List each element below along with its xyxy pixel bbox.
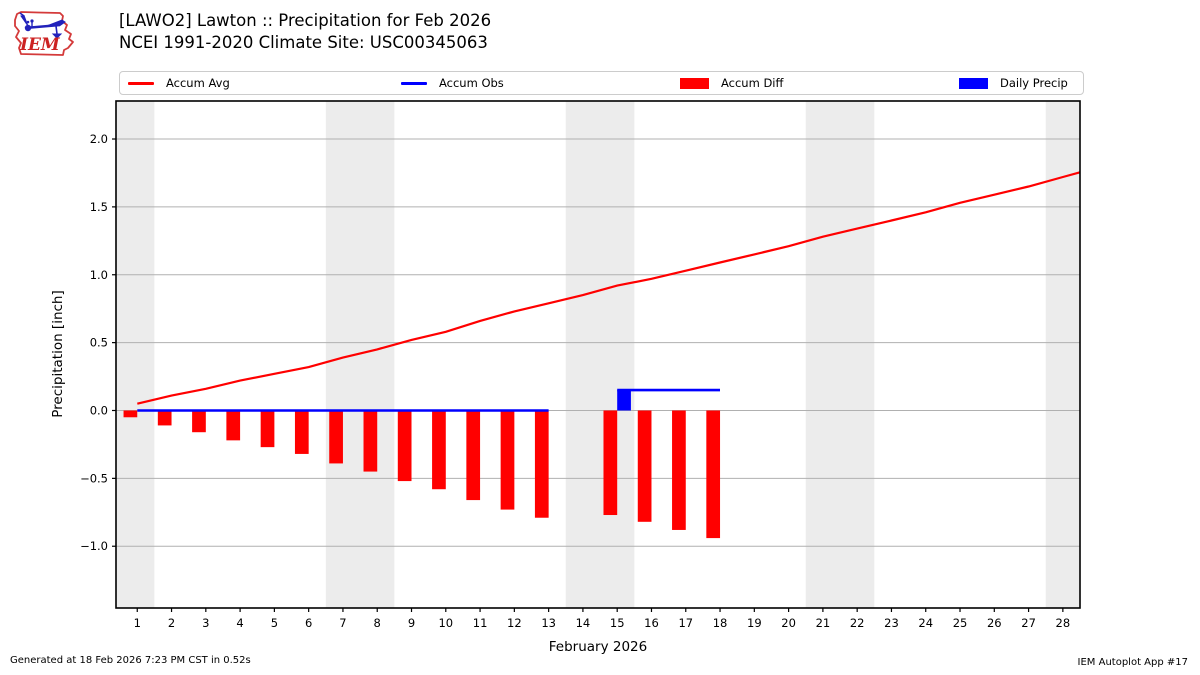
iem-logo: IEM (14, 11, 74, 56)
svg-text:21: 21 (816, 616, 831, 630)
chart-title-line1: [LAWO2] Lawton :: Precipitation for Feb … (119, 11, 492, 30)
gridlines-layer (116, 138, 1080, 547)
svg-text:8: 8 (374, 616, 381, 630)
svg-text:2.0: 2.0 (90, 132, 108, 146)
svg-text:15: 15 (610, 616, 625, 630)
svg-text:17: 17 (678, 616, 693, 630)
legend-entry-accum-avg: Accum Avg (128, 72, 230, 94)
svg-text:12: 12 (507, 616, 522, 630)
svg-text:25: 25 (953, 616, 968, 630)
svg-text:9: 9 (408, 616, 415, 630)
weekend-shading-layer (116, 101, 1080, 608)
daily-precip-rect-swatch (959, 77, 988, 89)
legend: Accum Avg Accum Obs Accum Diff Daily Pre… (119, 71, 1084, 95)
svg-text:1: 1 (134, 616, 141, 630)
svg-text:0.0: 0.0 (90, 403, 108, 417)
lines-layer (137, 171, 1081, 412)
svg-text:10: 10 (438, 616, 453, 630)
svg-text:11: 11 (473, 616, 488, 630)
svg-text:14: 14 (576, 616, 591, 630)
accum-avg-line-swatch (128, 81, 154, 85)
svg-text:26: 26 (987, 616, 1002, 630)
svg-text:5: 5 (271, 616, 278, 630)
svg-text:19: 19 (747, 616, 762, 630)
svg-text:27: 27 (1021, 616, 1036, 630)
svg-text:−1.0: −1.0 (80, 539, 108, 553)
svg-text:−0.5: −0.5 (80, 471, 108, 485)
bars-layer (123, 390, 721, 539)
legend-entry-accum-diff: Accum Diff (680, 72, 783, 94)
chart-title-block: [LAWO2] Lawton :: Precipitation for Feb … (119, 10, 491, 54)
axes-frame-layer (112, 100, 1081, 612)
chart-title-line2: NCEI 1991-2020 Climate Site: USC00345063 (119, 33, 488, 52)
svg-text:6: 6 (305, 616, 312, 630)
svg-text:18: 18 (713, 616, 728, 630)
wind-vane-icon (19, 12, 66, 39)
svg-text:24: 24 (918, 616, 933, 630)
svg-text:0.5: 0.5 (90, 336, 108, 350)
legend-label-daily-precip: Daily Precip (1000, 76, 1068, 90)
app-credit: IEM Autoplot App #17 (1077, 657, 1188, 668)
svg-text:1.0: 1.0 (90, 268, 108, 282)
svg-text:22: 22 (850, 616, 865, 630)
svg-text:13: 13 (541, 616, 556, 630)
svg-text:20: 20 (781, 616, 796, 630)
svg-text:7: 7 (339, 616, 346, 630)
svg-text:16: 16 (644, 616, 659, 630)
accum-diff-rect-swatch (680, 77, 709, 89)
legend-label-accum-obs: Accum Obs (439, 76, 504, 90)
y-axis-label: Precipitation [inch] (50, 290, 66, 418)
legend-label-accum-diff: Accum Diff (721, 76, 784, 90)
svg-text:23: 23 (884, 616, 899, 630)
legend-entry-daily-precip: Daily Precip (959, 72, 1068, 94)
svg-text:28: 28 (1056, 616, 1071, 630)
generated-timestamp: Generated at 18 Feb 2026 7:23 PM CST in … (10, 655, 251, 666)
iem-logo-text: IEM (19, 35, 61, 55)
x-axis-label: February 2026 (549, 639, 647, 655)
tick-labels-layer: 2.01.51.00.50.0−0.5−1.01 2 3 4 5 6 7 8 9 10 11 12 13… (80, 132, 1070, 630)
legend-label-accum-avg: Accum Avg (166, 76, 230, 90)
svg-text:2: 2 (168, 616, 175, 630)
legend-entry-accum-obs: Accum Obs (401, 72, 504, 94)
svg-text:1.5: 1.5 (90, 200, 108, 214)
svg-text:4: 4 (236, 616, 243, 630)
accum-obs-line-swatch (401, 81, 427, 85)
svg-text:3: 3 (202, 616, 209, 630)
